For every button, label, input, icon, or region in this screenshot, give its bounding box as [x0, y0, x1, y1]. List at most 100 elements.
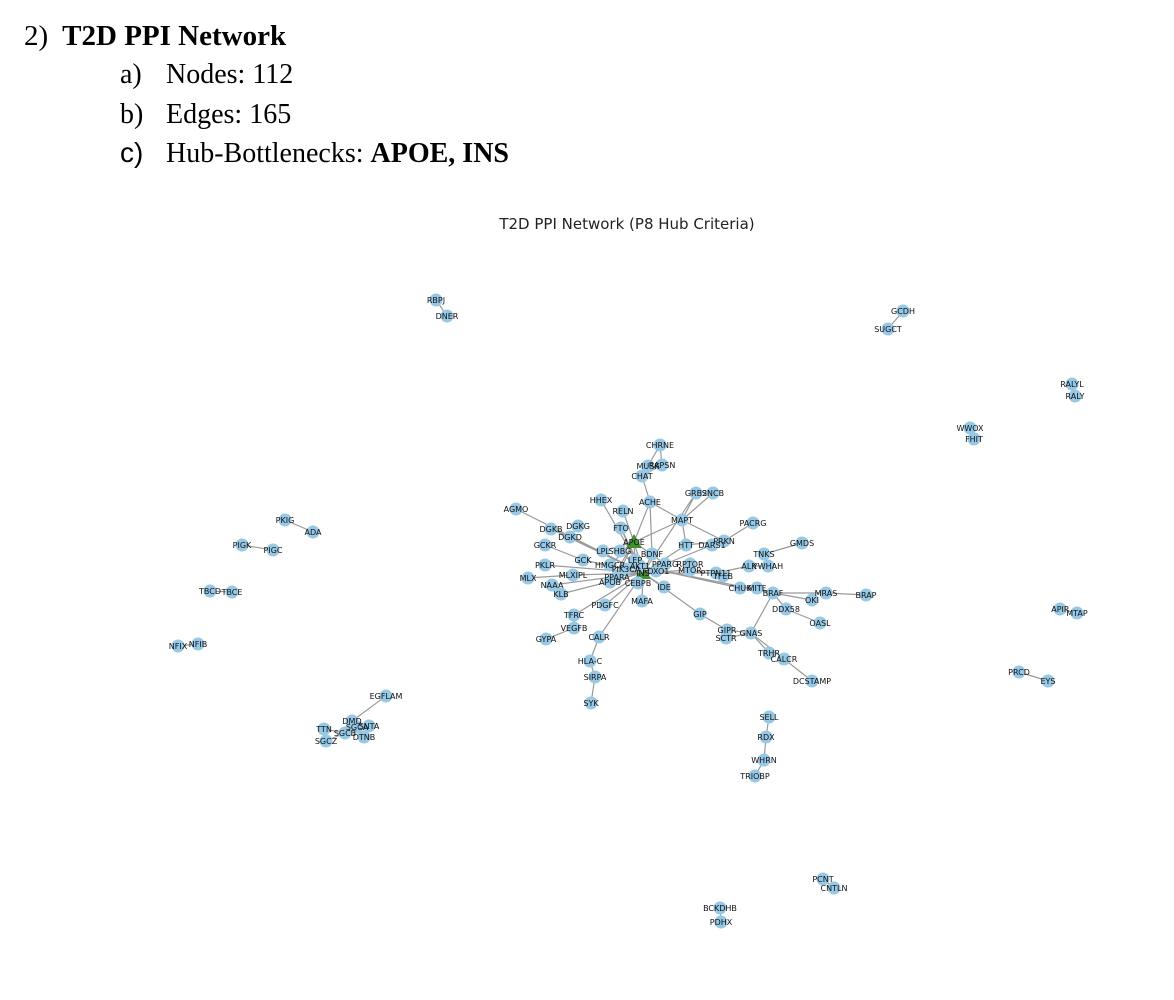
- node-label-grb2: GRB2: [685, 489, 707, 498]
- node-label-cebpb: CEBPB: [625, 579, 651, 588]
- node-label-oki: OKI: [805, 596, 819, 605]
- node-label-fhit: FHIT: [965, 435, 983, 444]
- node-label-cntln: CNTLN: [821, 884, 848, 893]
- node-pparg: [658, 557, 672, 571]
- node-label-pklr: PKLR: [535, 561, 556, 570]
- node-label-mitf: MITF: [748, 584, 767, 593]
- node-label-gcdh: GCDH: [891, 307, 915, 316]
- node-label-triobp: TRIOBP: [739, 772, 770, 781]
- node-label-hhex: HHEX: [590, 496, 613, 505]
- network-nodes: [171, 293, 1084, 929]
- node-label-ptpn11: PTPN11: [701, 569, 732, 578]
- node-label-pigk: PIGK: [233, 541, 252, 550]
- node-label-mras: MRAS: [815, 589, 838, 598]
- node-label-sgcb: SGCB: [334, 729, 356, 738]
- node-label-rdx: RDX: [757, 733, 775, 742]
- node-label-dgkg: DGKG: [566, 522, 590, 531]
- node-prkn: [717, 534, 731, 548]
- node-ralyl: [1065, 377, 1079, 391]
- node-label-rbpj: RBPJ: [427, 296, 445, 305]
- node-calr: [592, 630, 606, 644]
- node-reln: [616, 504, 630, 518]
- node-label-ppara: PPARA: [604, 573, 630, 582]
- node-label-oasl: OASL: [809, 619, 831, 628]
- node-sncb: [706, 486, 720, 500]
- node-label-foxo1: FOXO1: [643, 567, 670, 576]
- node-label-pdgfc: PDGFC: [591, 601, 619, 610]
- node-label-chuk: CHUK: [729, 584, 752, 593]
- node-label-shbg: SHBG: [609, 547, 632, 556]
- node-braf: [766, 586, 780, 600]
- node-label-chrne: CHRNE: [646, 441, 674, 450]
- node-label-dgkd: DGKD: [558, 533, 582, 542]
- node-label-sgca: SGCA: [346, 723, 369, 732]
- node-label-ttn: TTN: [315, 725, 332, 734]
- node-wwox: [963, 421, 977, 435]
- node-label-pik3ca: PIK3CA: [612, 565, 641, 574]
- hub-node-ins: [635, 565, 651, 579]
- node-label-mtap: MTAP: [1066, 609, 1088, 618]
- node-label-bckdhb: BCKDHB: [703, 904, 737, 913]
- node-pcnt: [816, 872, 830, 886]
- node-label-tbcd: TBCD: [198, 587, 221, 596]
- hub-bottlenecks-item: c) Hub-Bottlenecks: APOE, INS: [120, 136, 509, 171]
- node-klb: [554, 587, 568, 601]
- node-label-ralyl: RALYL: [1060, 380, 1084, 389]
- node-label-sirpa: SIRPA: [584, 673, 607, 682]
- node-label-akt1: AKT1: [630, 562, 650, 571]
- node-sirpa: [588, 670, 602, 684]
- hub-bottlenecks-values: APOE, INS: [370, 138, 509, 169]
- edge-mapt-sncb: [681, 492, 714, 521]
- node-label-sctr: SCTR: [715, 634, 737, 643]
- node-label-brap: BRAP: [855, 591, 876, 600]
- node-label-tbce: TBCE: [221, 588, 243, 597]
- node-cntln: [827, 881, 841, 895]
- node-tbce: [225, 585, 239, 599]
- node-label-gck: GCK: [574, 556, 592, 565]
- node-label-raly: RALY: [1066, 392, 1085, 401]
- network-edges: [177, 299, 1078, 923]
- node-label-dcstamp: DCSTAMP: [793, 677, 831, 686]
- edge-egflam-dmd: [351, 695, 387, 722]
- node-label-dner: DNER: [436, 312, 459, 321]
- node-pdhx: [714, 915, 728, 929]
- node-prcd: [1012, 665, 1026, 679]
- node-label-egflam: EGFLAM: [370, 692, 403, 701]
- node-label-trhr: TRHR: [757, 649, 780, 658]
- node-sgcz: [319, 734, 333, 748]
- node-dner: [440, 309, 454, 323]
- node-sctr: [719, 631, 733, 645]
- edge-mlxipl-ins: [572, 572, 644, 576]
- node-dars1: [705, 538, 719, 552]
- edge-gckr-gck: [544, 544, 584, 561]
- node-mtor: [683, 563, 697, 577]
- node-label-sugct: SUGCT: [874, 325, 902, 334]
- item-marker-a: a): [120, 59, 142, 90]
- node-agmo: [509, 502, 523, 516]
- edge-mapt-apoe: [633, 519, 683, 543]
- node-label-pacrg: PACRG: [740, 519, 767, 528]
- node-sgca: [350, 720, 364, 734]
- node-pigk: [235, 538, 249, 552]
- node-mtap: [1070, 606, 1084, 620]
- node-label-apip: APIP: [1051, 605, 1069, 614]
- node-label-rapsn: RAPSN: [649, 461, 676, 470]
- node-label-ada: ADA: [305, 528, 322, 537]
- node-gckr: [538, 538, 552, 552]
- node-label-prcd: PRCD: [1008, 668, 1030, 677]
- node-label-hla-c: HLA-C: [578, 657, 603, 666]
- node-tnks: [757, 547, 771, 561]
- edge-gnas-calcr: [750, 632, 785, 660]
- node-dtnb: [357, 730, 371, 744]
- node-label-apoe: APOE: [623, 538, 645, 547]
- node-label-gip: GIP: [693, 610, 707, 619]
- node-mafa: [635, 594, 649, 608]
- node-label-prkn: PRKN: [713, 537, 735, 546]
- node-fhit: [967, 432, 981, 446]
- node-ada: [306, 525, 320, 539]
- node-akt1: [633, 559, 647, 573]
- node-label-mlxipl: MLXIPL: [559, 571, 588, 580]
- node-label-syk: SYK: [583, 699, 599, 708]
- node-tfeb: [716, 569, 730, 583]
- node-label-calcr: CALCR: [771, 655, 798, 664]
